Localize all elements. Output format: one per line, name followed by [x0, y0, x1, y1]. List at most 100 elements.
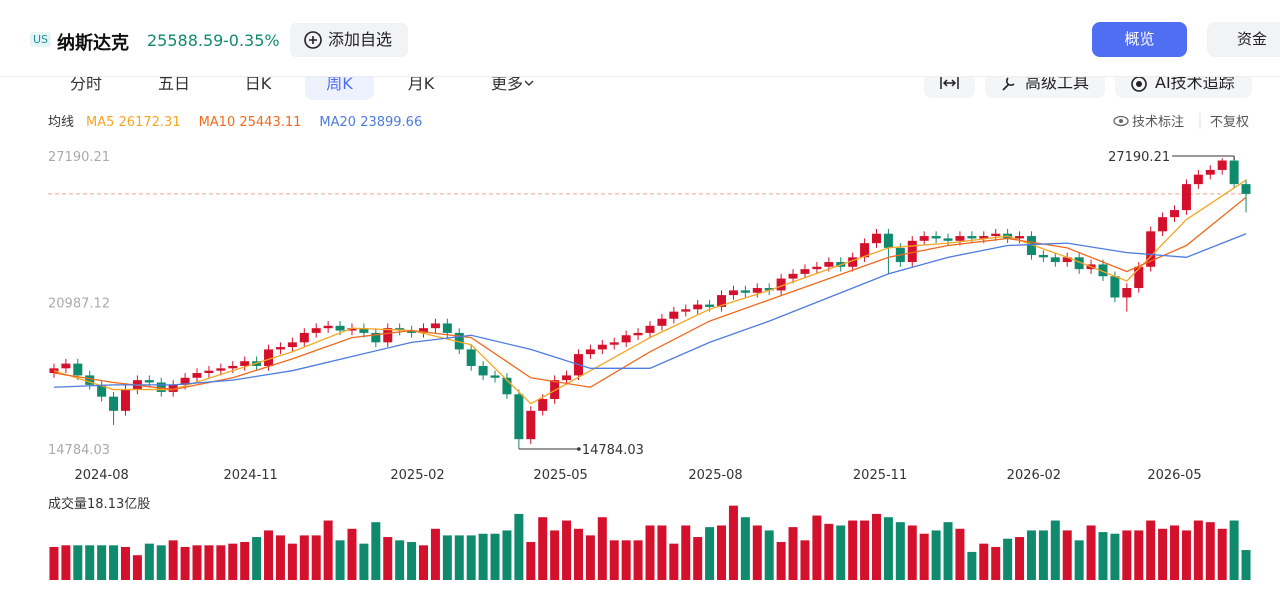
- volume-bar: [991, 546, 1001, 580]
- volume-bar: [1217, 528, 1227, 580]
- volume-bar: [633, 540, 643, 580]
- period-tab[interactable]: 五日: [152, 68, 196, 100]
- candle-body: [1074, 257, 1084, 270]
- overview-button[interactable]: 概览: [1092, 22, 1187, 57]
- volume-bar: [657, 525, 667, 580]
- volume-bar: [442, 535, 452, 580]
- ma-value: 25443.11: [239, 115, 301, 130]
- candle-body: [776, 278, 786, 291]
- period-tab[interactable]: 日K: [236, 68, 280, 100]
- ma-name: MA20: [319, 115, 356, 130]
- add-watch-button[interactable]: 添加自选: [290, 23, 408, 57]
- candle-body: [180, 377, 190, 385]
- candle-body: [1217, 160, 1227, 170]
- candle-body: [490, 375, 500, 378]
- candle-body: [550, 380, 560, 400]
- volume-label: 成交量18.13亿股: [48, 496, 150, 512]
- add-watch-label: 添加自选: [328, 30, 393, 49]
- period-tab[interactable]: 更多: [478, 68, 548, 100]
- volume-bar: [1038, 530, 1048, 580]
- volume-bar: [1146, 520, 1156, 580]
- price: 25588.59: [147, 31, 224, 50]
- candle-body: [633, 332, 643, 336]
- plus-icon: [304, 31, 322, 49]
- candle-body: [526, 410, 536, 440]
- volume-bar: [1062, 530, 1072, 580]
- candle-body: [383, 328, 393, 343]
- funds-button[interactable]: 资金: [1207, 22, 1280, 57]
- volume-bar: [275, 535, 285, 580]
- x-tick-label: 2025-05: [533, 468, 587, 483]
- ma-line: [53, 179, 1247, 405]
- candle-body: [1158, 217, 1168, 232]
- index-name: 纳斯达克: [57, 33, 129, 54]
- tool-icon: [1002, 77, 1015, 91]
- candle-body: [824, 262, 834, 267]
- volume-bar: [1170, 525, 1180, 580]
- volume-bar: [97, 545, 107, 580]
- x-tick-label: 2026-05: [1147, 468, 1201, 483]
- period-tab[interactable]: 月K: [396, 68, 446, 100]
- volume-bar: [490, 533, 500, 580]
- volume-bar: [1086, 525, 1096, 580]
- volume-bar: [860, 520, 870, 580]
- volume-bar: [645, 525, 655, 580]
- volume-bar: [1158, 528, 1168, 580]
- volume-bar: [120, 546, 130, 580]
- candle-body: [1098, 264, 1108, 277]
- candle-body: [144, 380, 154, 383]
- volume-bar: [728, 505, 738, 580]
- candle-body: [907, 240, 917, 263]
- candle-body: [1146, 231, 1156, 267]
- candle-body: [156, 382, 166, 392]
- volume-bar: [1074, 540, 1084, 580]
- candle-body: [621, 335, 631, 343]
- change: -0.35%: [223, 31, 280, 50]
- volume-bar: [311, 535, 321, 580]
- candle-body: [299, 332, 309, 343]
- candle-body: [97, 384, 107, 397]
- candle-body: [371, 332, 381, 343]
- candle-body: [85, 375, 95, 385]
- candle-body: [609, 342, 619, 345]
- candle-body: [788, 273, 798, 279]
- volume-bar: [61, 545, 71, 580]
- ma-name: MA5: [86, 115, 114, 130]
- volume-bar: [1122, 530, 1132, 580]
- volume-bar: [705, 527, 715, 580]
- period-tab[interactable]: 分时: [64, 68, 108, 100]
- candle-body: [466, 349, 476, 366]
- candle-body: [1015, 236, 1025, 239]
- volume-bar: [800, 540, 810, 580]
- volume-bar: [514, 513, 524, 580]
- volume-bar: [252, 537, 262, 580]
- candle-body: [645, 325, 655, 333]
- volume-bar: [681, 525, 691, 580]
- candle-body: [323, 325, 333, 329]
- volume-bar: [717, 525, 727, 580]
- candle-body: [693, 304, 703, 310]
- candle-body: [883, 233, 893, 248]
- volume-bar: [1098, 532, 1108, 580]
- high-label: 27190.21: [1108, 150, 1170, 165]
- adjust-toggle[interactable]: 不复权: [1210, 114, 1249, 130]
- volume-bar: [180, 546, 190, 580]
- candle-body: [1134, 266, 1144, 289]
- candle-body: [955, 236, 965, 241]
- volume-bar: [1134, 530, 1144, 580]
- ma-line: [53, 196, 1247, 391]
- low-dot: [577, 447, 581, 451]
- volume-bar: [1015, 537, 1025, 580]
- candle-body: [240, 361, 250, 366]
- volume-bar: [967, 551, 977, 580]
- volume-bar: [73, 545, 83, 580]
- candle-body: [61, 363, 71, 369]
- volume-bar: [895, 522, 905, 580]
- volume-bar: [907, 525, 917, 580]
- candle-body: [848, 257, 858, 267]
- annotation-toggle[interactable]: 技术标注: [1132, 115, 1184, 130]
- volume-bar: [740, 517, 750, 580]
- candle-body: [311, 328, 321, 333]
- volume-bar: [919, 533, 929, 580]
- volume-bar: [550, 530, 560, 580]
